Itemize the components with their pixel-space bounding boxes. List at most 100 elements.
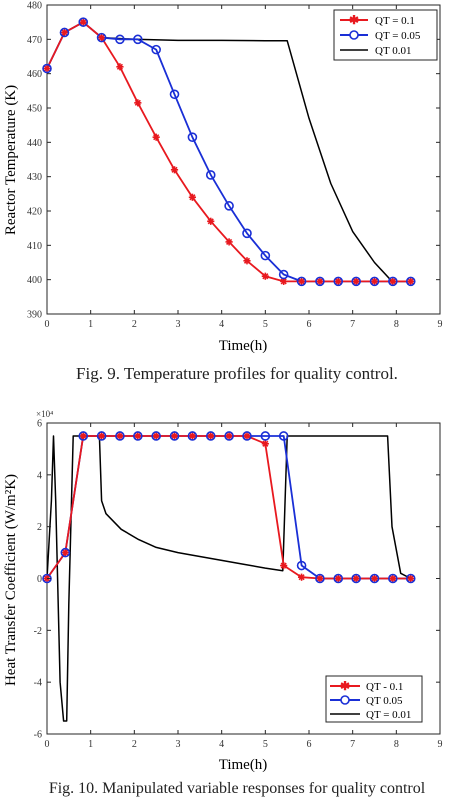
x-tick-label: 5	[263, 319, 268, 330]
data-point-circle	[296, 276, 307, 287]
data-point-circle	[187, 431, 198, 441]
data-point-asterisk	[261, 272, 269, 280]
data-point-circle	[278, 269, 289, 280]
y-tick-label: 420	[27, 207, 42, 218]
data-point-circle	[351, 276, 361, 287]
data-point-asterisk	[352, 574, 360, 583]
x-tick-label: 0	[45, 739, 50, 750]
data-point-asterisk	[170, 166, 179, 174]
data-point-circle	[169, 89, 180, 100]
x-tick-label: 3	[176, 319, 181, 330]
chart1-y-axis-label: Reactor Temperature (K)	[3, 85, 19, 235]
data-point-circle	[151, 44, 161, 55]
data-point-asterisk	[97, 432, 106, 440]
data-point-circle	[115, 431, 125, 441]
data-point-asterisk	[188, 193, 197, 201]
data-point-asterisk	[152, 432, 160, 440]
data-point-asterisk	[207, 217, 215, 225]
data-point-circle	[133, 431, 143, 441]
data-point-circle	[78, 431, 89, 441]
data-point-asterisk	[188, 432, 197, 440]
data-point-asterisk	[79, 18, 87, 26]
y-tick-label: 400	[27, 275, 42, 286]
data-point-asterisk	[116, 63, 124, 71]
x-tick-label: 1	[88, 739, 93, 750]
data-point-asterisk	[43, 64, 51, 73]
y-tick-label: 2	[37, 522, 42, 533]
x-tick-label: 5	[263, 739, 268, 750]
data-point-circle	[315, 573, 325, 584]
data-point-asterisk	[116, 432, 124, 440]
chart1-legend-label-2: QT = 0.05	[375, 30, 421, 42]
x-tick-label: 2	[132, 739, 137, 750]
y-tick-label: 460	[27, 69, 42, 80]
data-point-asterisk	[407, 277, 415, 285]
chart2-y-multiplier: ×10⁴	[36, 409, 53, 419]
data-point-circle	[169, 431, 180, 441]
data-point-asterisk	[225, 432, 233, 440]
y-tick-label: 390	[27, 310, 42, 321]
data-point-circle	[78, 17, 89, 27]
chart2-x-axis-label: Time(h)	[219, 757, 268, 773]
svg-text:✱: ✱	[349, 13, 359, 27]
data-point-asterisk	[370, 277, 379, 285]
data-point-circle	[224, 201, 234, 211]
y-tick-label: -2	[34, 626, 42, 637]
chart2-legend-label-1: QT - 0.1	[366, 681, 403, 693]
data-point-circle	[388, 573, 398, 584]
chart2-y-axis-label: Heat Transfer Coefficient (W/m²K)	[3, 474, 19, 686]
y-tick-label: 430	[27, 172, 42, 183]
data-point-circle	[242, 228, 252, 239]
data-point-circle	[333, 276, 344, 287]
data-point-asterisk	[352, 277, 360, 285]
data-point-asterisk	[407, 574, 415, 583]
data-point-circle	[205, 170, 216, 180]
figure-10-caption: Fig. 10. Manipulated variable responses …	[48, 780, 426, 797]
chart2-legend-label-2: QT 0.05	[366, 695, 403, 707]
data-point-asterisk	[207, 432, 215, 440]
data-point-circle	[369, 573, 380, 584]
data-point-asterisk	[261, 440, 269, 448]
x-tick-label: 9	[438, 319, 443, 330]
data-point-circle	[388, 276, 398, 287]
data-point-asterisk	[134, 99, 142, 107]
data-point-circle	[151, 431, 161, 441]
y-tick-label: -6	[34, 730, 42, 741]
x-tick-label: 2	[132, 319, 137, 330]
chart2-legend-label-3: QT = 0.01	[366, 709, 411, 721]
svg-text:✱: ✱	[340, 679, 350, 693]
data-point-asterisk	[280, 561, 288, 570]
data-point-asterisk	[97, 34, 106, 42]
x-tick-label: 8	[394, 319, 399, 330]
data-point-circle	[351, 573, 361, 584]
data-point-asterisk	[60, 28, 69, 37]
data-point-asterisk	[225, 238, 233, 246]
figure-9-caption: Fig. 9. Temperature profiles for quality…	[76, 364, 398, 383]
data-point-asterisk	[334, 277, 342, 285]
series-line-3	[46, 435, 412, 722]
x-tick-label: 0	[45, 319, 50, 330]
data-point-asterisk	[170, 432, 179, 440]
data-point-circle	[205, 431, 216, 441]
data-point-circle	[115, 34, 125, 45]
x-tick-label: 8	[394, 739, 399, 750]
x-tick-label: 6	[307, 739, 312, 750]
data-point-circle	[405, 276, 416, 287]
data-point-circle	[224, 431, 234, 441]
y-tick-label: 450	[27, 104, 42, 115]
data-point-circle	[60, 547, 71, 558]
y-tick-label: 440	[27, 138, 42, 149]
y-tick-label: 4	[37, 470, 42, 481]
data-point-asterisk	[152, 133, 160, 141]
data-point-asterisk	[134, 432, 142, 440]
y-tick-label: 470	[27, 35, 42, 46]
data-point-circle	[260, 431, 271, 441]
chart1-legend: ✱ QT = 0.1 QT = 0.05 QT 0.01	[333, 9, 438, 61]
data-point-circle	[296, 560, 307, 571]
x-tick-label: 6	[307, 319, 312, 330]
chart1-x-axis-label: Time(h)	[219, 338, 268, 354]
data-point-circle	[260, 250, 271, 261]
data-point-circle	[96, 32, 107, 43]
data-point-circle	[315, 276, 325, 287]
